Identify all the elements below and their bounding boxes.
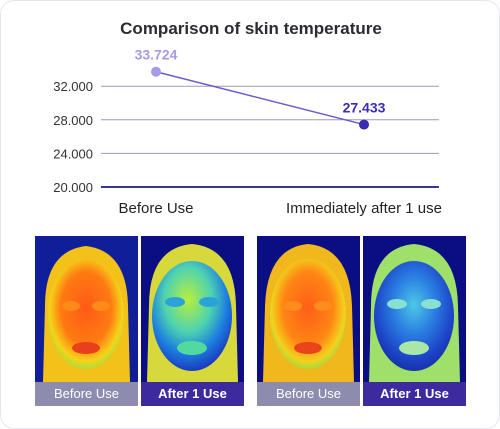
series-line (155, 70, 365, 126)
data-point (359, 119, 369, 130)
caption-before-use-1: Before Use (35, 382, 138, 406)
line-chart: 20.000 24.000 28.000 32.000 33.724 27.433 Be… (53, 47, 442, 217)
y-tick-label: 32.000 (53, 79, 93, 94)
thermal-photo-after-2 (363, 236, 466, 382)
thermal-photo-before-1 (35, 236, 138, 382)
chart-title: Comparison of skin temperature (120, 19, 382, 38)
data-point (151, 66, 161, 77)
x-category-label: Before Use (118, 200, 193, 217)
data-label: 33.724 (135, 47, 178, 63)
caption-after-1-use-1: After 1 Use (141, 382, 244, 406)
y-tick-label: 24.000 (53, 146, 93, 161)
caption-after-1-use-2: After 1 Use (363, 382, 466, 406)
x-category-label: Immediately after 1 use (286, 200, 442, 217)
thermal-photo-before-2 (257, 236, 360, 382)
y-tick-label: 20.000 (53, 180, 93, 195)
thermal-photo-after-1 (141, 236, 244, 382)
data-label: 27.433 (343, 100, 386, 116)
caption-before-use-2: Before Use (257, 382, 360, 406)
y-tick-label: 28.000 (53, 113, 93, 128)
